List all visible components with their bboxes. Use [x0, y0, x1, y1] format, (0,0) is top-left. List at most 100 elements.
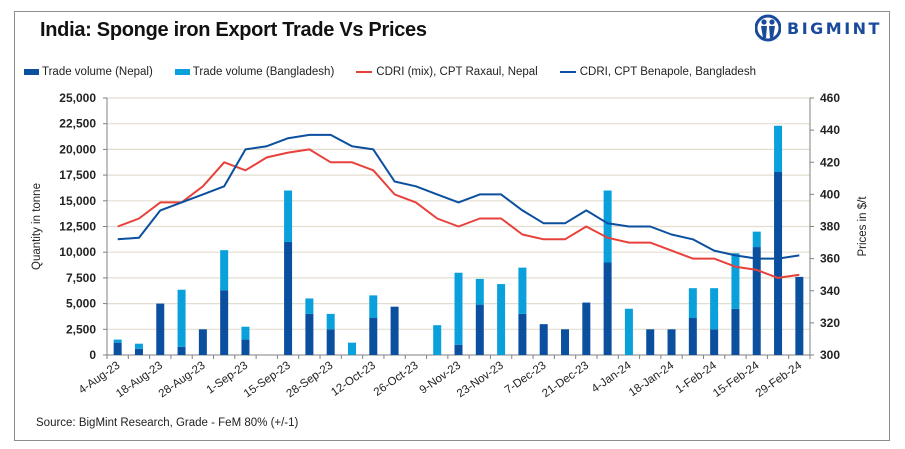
bar-bangladesh-volume [731, 253, 740, 309]
bar-nepal-volume [667, 329, 676, 355]
bar-nepal-volume [305, 313, 314, 355]
bar-nepal-volume [454, 344, 463, 355]
y-tick-label: 15,000 [59, 194, 96, 208]
bar-bangladesh-volume [752, 231, 761, 248]
chart-legend: Trade volume (Nepal) Trade volume (Bangl… [24, 66, 778, 78]
y-tick-label: 2,500 [66, 322, 96, 336]
chart-frame [14, 11, 890, 441]
brand-name: BIGMINT [787, 18, 882, 38]
y2-tick-label: 460 [820, 91, 840, 105]
y2-tick-label: 380 [820, 220, 840, 234]
bar-nepal-volume [390, 306, 399, 355]
legend-label: Trade volume (Bangladesh) [192, 66, 335, 78]
y-tick-label: 10,000 [59, 245, 96, 259]
bar-bangladesh-volume [624, 308, 633, 355]
chart-title: India: Sponge iron Export Trade Vs Price… [40, 19, 427, 41]
y-tick-label: 22,500 [59, 117, 96, 131]
y2-tick-label: 440 [820, 123, 840, 137]
bar-nepal-volume [156, 303, 165, 355]
bar-bangladesh-volume [369, 295, 378, 318]
y-tick-label: 25,000 [59, 91, 96, 105]
bar-nepal-volume [198, 329, 207, 355]
y2-tick-label: 400 [820, 187, 840, 201]
legend-swatch-benapole-price [559, 71, 576, 73]
bar-nepal-volume [603, 262, 612, 355]
y-tick-label: 17,500 [59, 168, 96, 182]
bar-bangladesh-volume [326, 313, 335, 330]
y2-tick-label: 340 [820, 284, 840, 298]
bar-bangladesh-volume [241, 326, 250, 340]
x-tick-label: 29-Feb-24 [754, 359, 805, 400]
bar-nepal-volume [220, 290, 229, 355]
y2-axis-title: Prices in $/t [857, 196, 869, 257]
x-tick-label: 21-Dec-23 [540, 360, 591, 401]
bar-nepal-volume [518, 313, 527, 355]
x-tick-label: 12-Oct-23 [329, 360, 378, 399]
y-tick-label: 7,500 [66, 271, 96, 285]
bar-bangladesh-volume [305, 298, 314, 314]
line-raxaul-price [117, 148, 800, 279]
x-tick-label: 26-Oct-23 [372, 360, 421, 399]
bar-bangladesh-volume [475, 278, 484, 305]
legend-item-raxaul-price: CDRI (mix), CPT Raxaul, Nepal [356, 66, 538, 78]
bar-bangladesh-volume [433, 325, 442, 355]
bar-bangladesh-volume [454, 272, 463, 345]
x-tick-label: 18-Aug-23 [114, 360, 165, 401]
bar-nepal-volume [646, 329, 655, 355]
bigmint-logo-icon [755, 14, 781, 42]
legend-swatch-bangladesh-volume [174, 69, 190, 75]
bar-nepal-volume [369, 317, 378, 355]
y-tick-label: 12,500 [59, 220, 96, 234]
bar-bangladesh-volume [177, 289, 186, 347]
x-tick-label: 28-Aug-23 [157, 360, 208, 401]
x-tick-label: 15-Sep-23 [242, 360, 293, 401]
bar-nepal-volume [731, 308, 740, 355]
legend-label: CDRI, CPT Benapole, Bangladesh [579, 66, 756, 78]
bar-bangladesh-volume [284, 190, 293, 242]
bar-bangladesh-volume [347, 342, 356, 355]
bar-bangladesh-volume [134, 343, 143, 349]
bar-bangladesh-volume [603, 190, 612, 263]
x-tick-label: 28-Sep-23 [285, 360, 336, 401]
legend-swatch-nepal-volume [24, 69, 39, 75]
bar-nepal-volume [688, 317, 697, 355]
x-tick-label: 23-Nov-23 [455, 360, 506, 401]
bar-bangladesh-volume [497, 284, 506, 355]
bar-nepal-volume [582, 302, 591, 355]
y2-tick-label: 420 [820, 155, 840, 169]
bar-nepal-volume [177, 346, 186, 355]
legend-label: CDRI (mix), CPT Raxaul, Nepal [376, 66, 538, 78]
bar-nepal-volume [561, 329, 570, 355]
y-axis-title: Quantity in tonne [31, 183, 43, 270]
bar-nepal-volume [284, 241, 293, 355]
y2-tick-label: 320 [820, 316, 840, 330]
x-tick-label: 18-Jan-24 [627, 359, 677, 399]
bar-nepal-volume [326, 329, 335, 355]
y2-tick-label: 300 [820, 348, 840, 362]
bar-nepal-volume [752, 247, 761, 355]
legend-swatch-raxaul-price [356, 71, 373, 73]
bar-nepal-volume [475, 304, 484, 355]
bar-bangladesh-volume [220, 250, 229, 291]
bar-nepal-volume [134, 348, 143, 355]
legend-label: Trade volume (Nepal) [42, 66, 153, 78]
bar-nepal-volume [774, 172, 783, 355]
bar-nepal-volume [795, 276, 804, 355]
y-tick-label: 0 [89, 348, 96, 362]
y-tick-label: 20,000 [59, 142, 96, 156]
bar-bangladesh-volume [774, 125, 783, 173]
legend-item-bangladesh-volume: Trade volume (Bangladesh) [174, 66, 335, 78]
x-tick-label: 15-Feb-24 [711, 359, 762, 400]
bar-nepal-volume [113, 342, 122, 355]
y-tick-label: 5,000 [66, 297, 96, 311]
y2-tick-label: 360 [820, 252, 840, 266]
source-note: Source: BigMint Research, Grade - FeM 80… [36, 417, 299, 429]
bar-bangladesh-volume [113, 339, 122, 343]
legend-item-nepal-volume: Trade volume (Nepal) [24, 66, 153, 78]
bar-nepal-volume [710, 329, 719, 355]
legend-item-benapole-price: CDRI, CPT Benapole, Bangladesh [559, 66, 756, 78]
bar-bangladesh-volume [518, 267, 527, 314]
bigmint-logo: BIGMINT [755, 14, 882, 42]
bar-nepal-volume [241, 339, 250, 355]
